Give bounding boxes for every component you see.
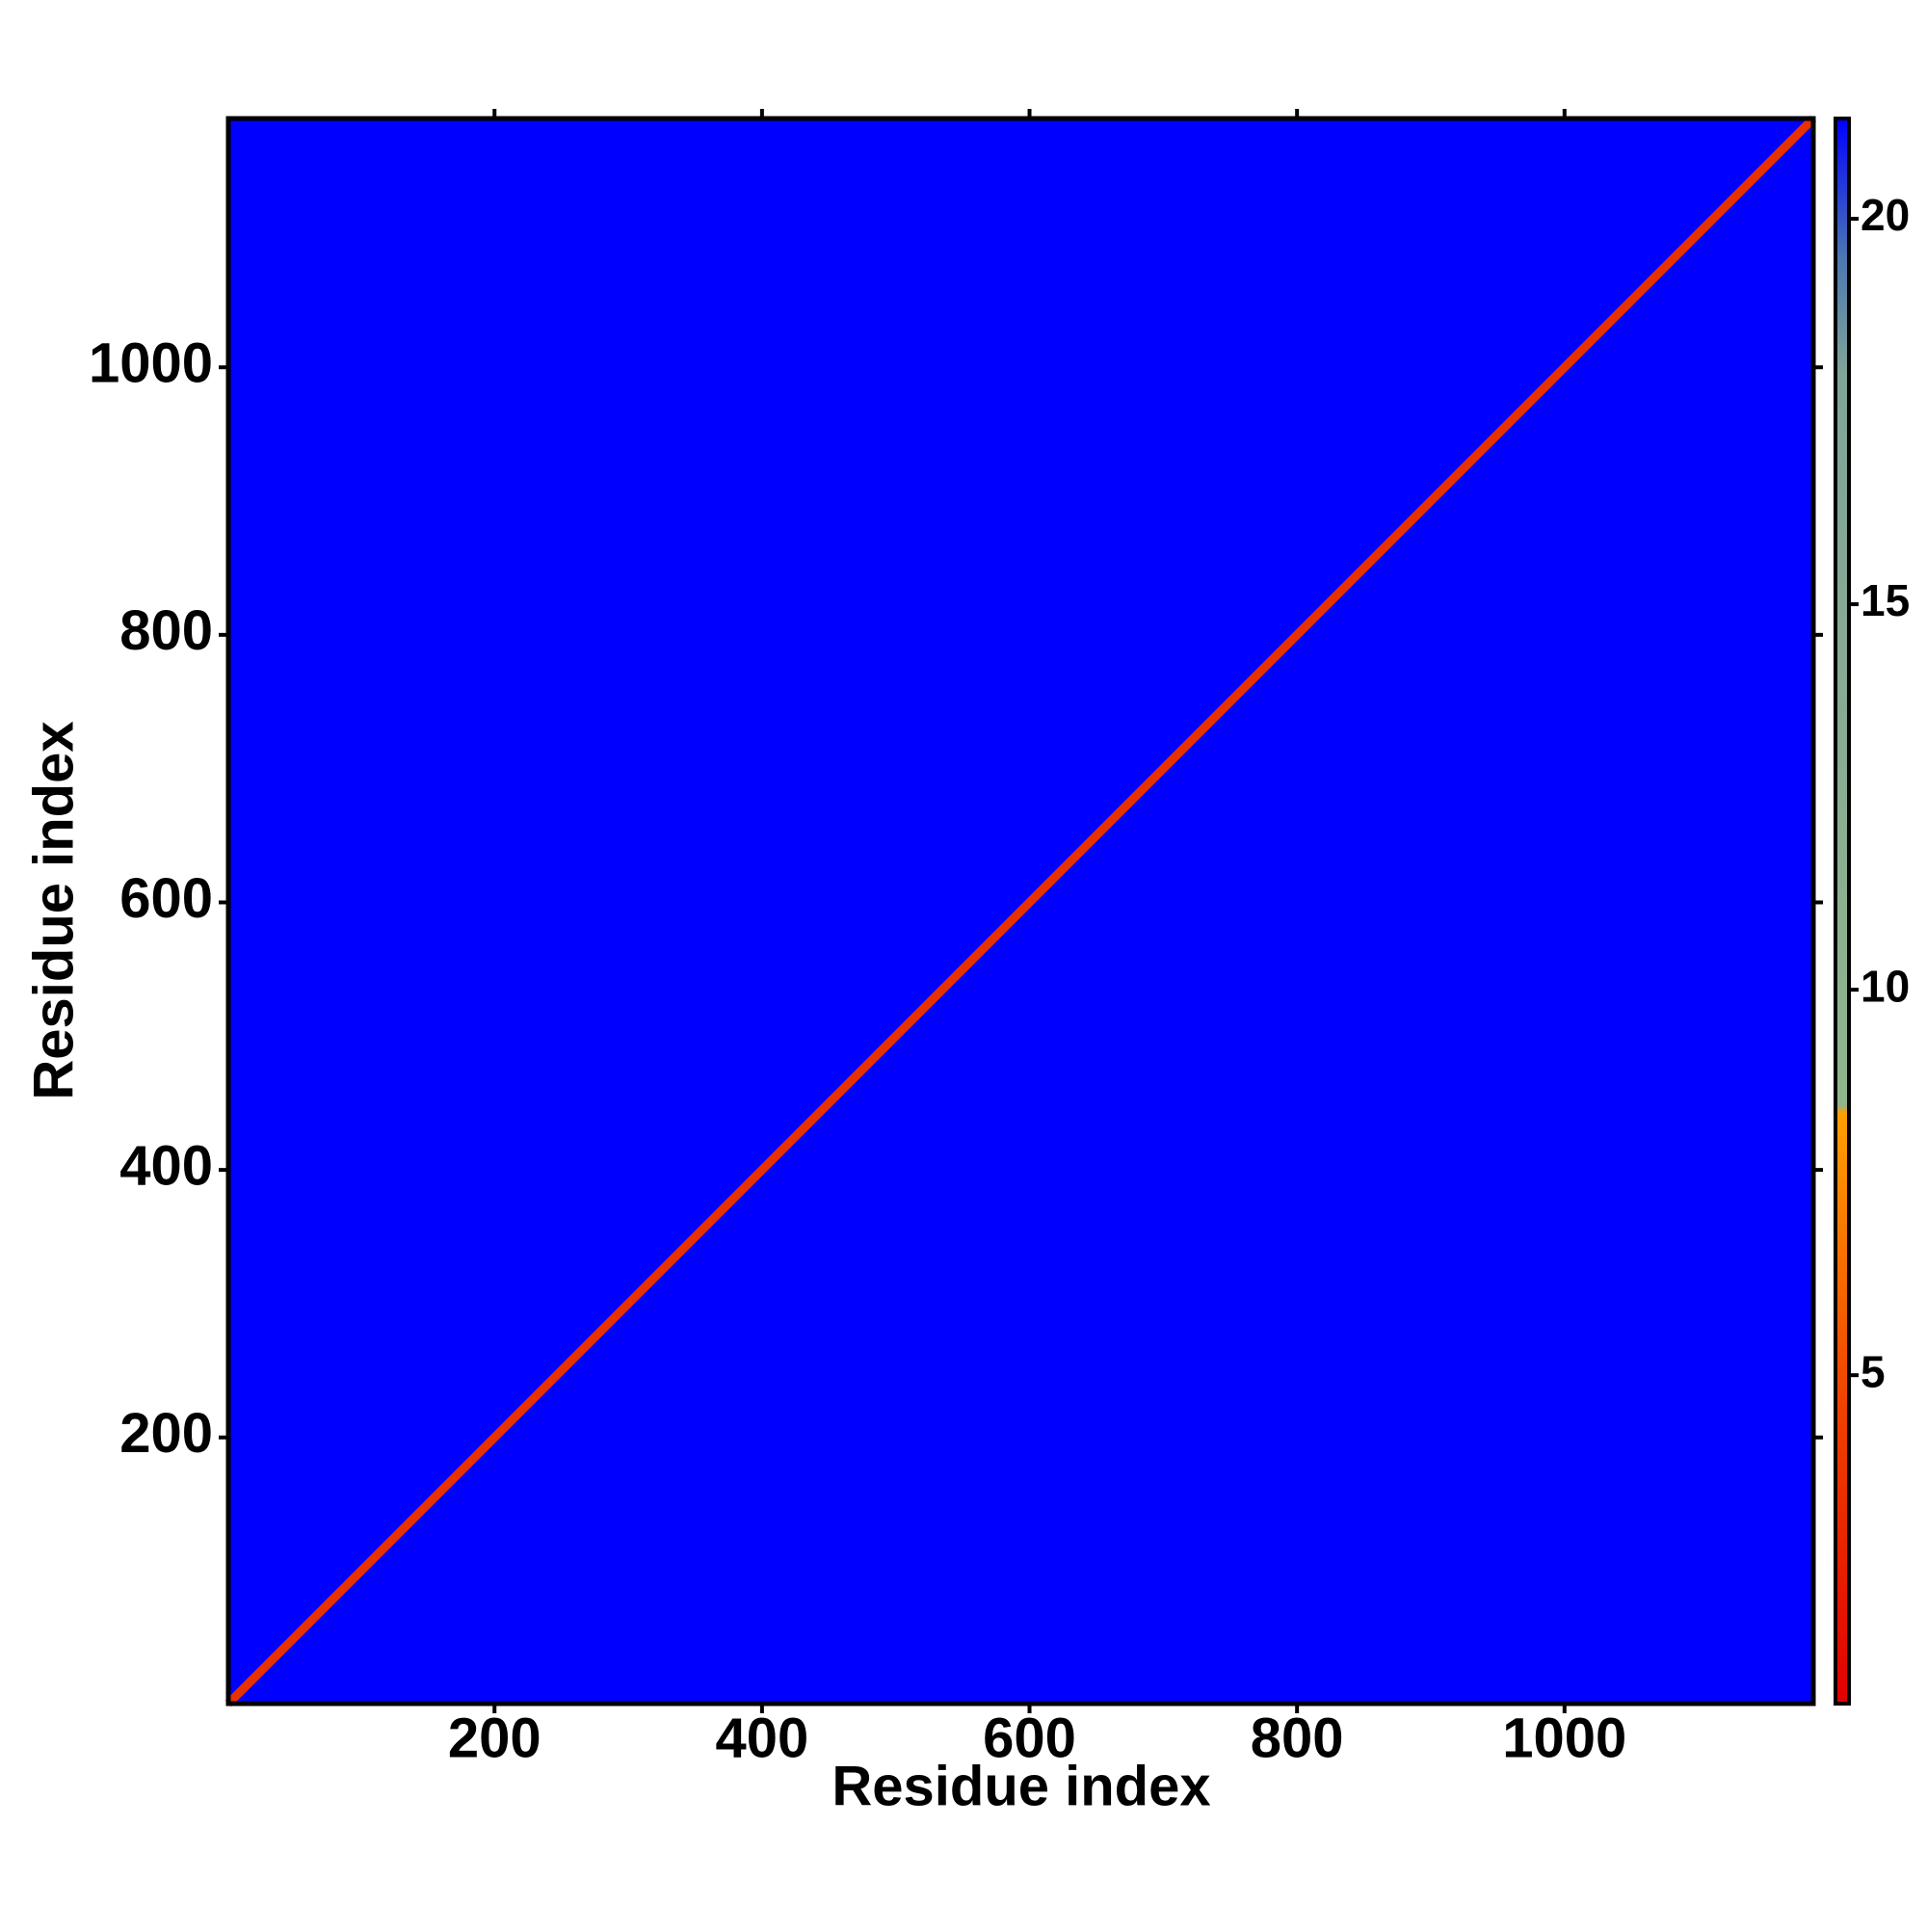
x-tick-label: 1000: [1502, 1707, 1626, 1769]
y-tick-label: 600: [119, 867, 213, 930]
colorbar-tick-label: 10: [1861, 961, 1910, 1011]
y-tick-label: 400: [119, 1134, 213, 1197]
x-axis-title: Residue index: [832, 1755, 1210, 1817]
x-tick-label: 800: [1251, 1707, 1344, 1769]
x-tick-label: 400: [715, 1707, 808, 1769]
colorbar-tick-label: 15: [1861, 575, 1910, 625]
x-tick-label: 600: [983, 1707, 1076, 1769]
y-tick-label: 1000: [89, 332, 213, 395]
diagonal: [224, 115, 1817, 1707]
plot-frame: [225, 116, 1816, 1707]
colorbar-tick-label: 20: [1861, 190, 1910, 240]
y-tick-label: 200: [119, 1402, 213, 1465]
y-axis-title: Residue index: [22, 721, 85, 1099]
y-tick-label: 800: [119, 599, 213, 662]
x-tick-label: 200: [448, 1707, 541, 1769]
colorbar: [1834, 117, 1851, 1706]
colorbar-tick-label: 5: [1861, 1346, 1886, 1396]
